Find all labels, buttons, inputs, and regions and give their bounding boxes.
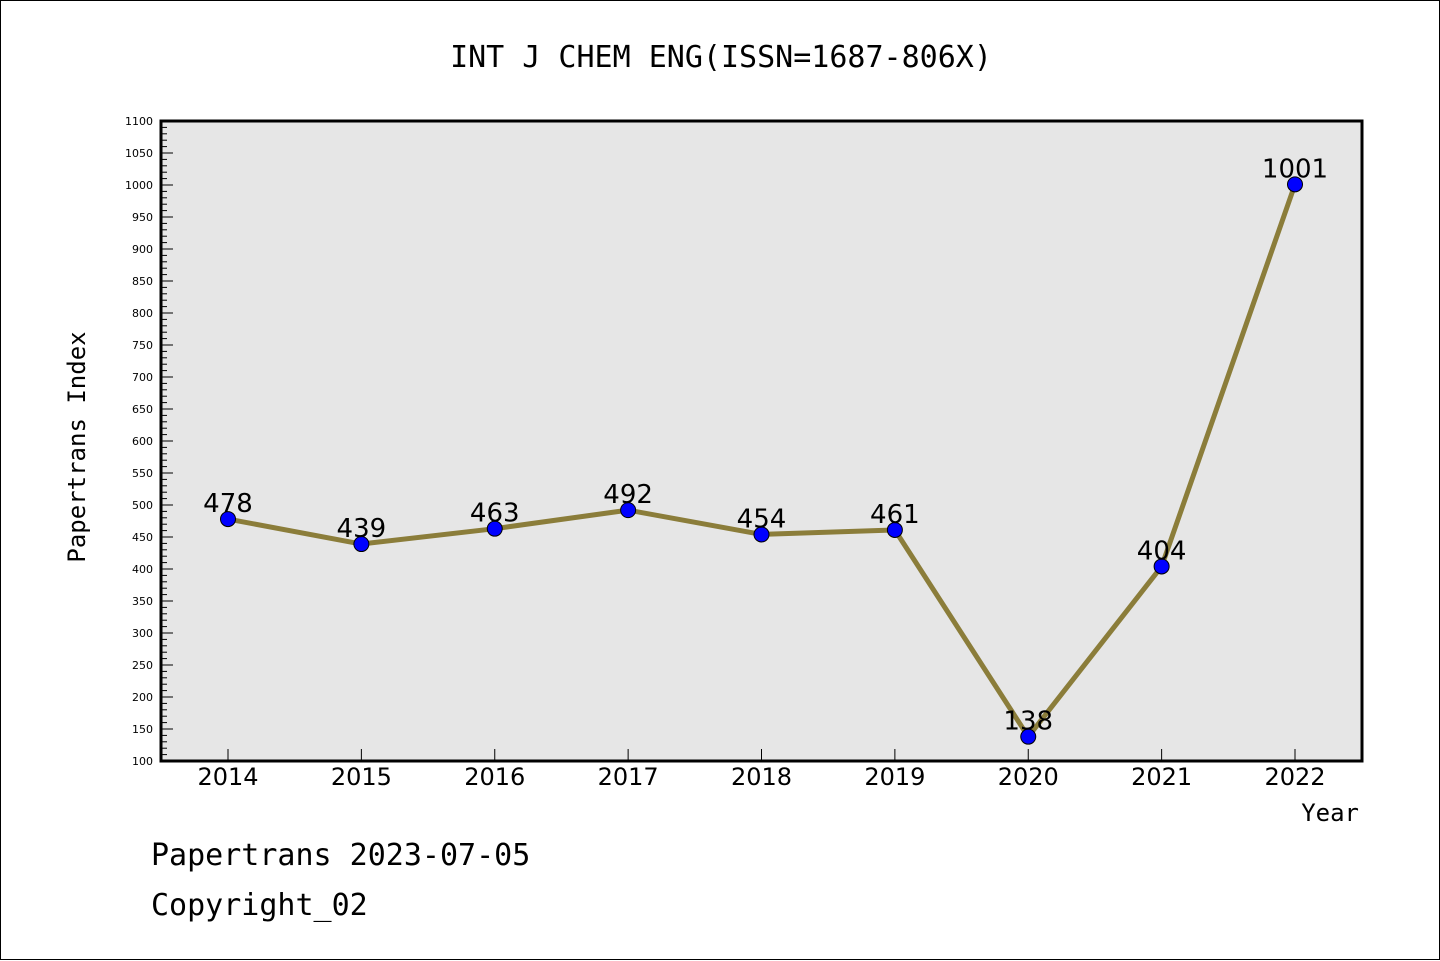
- y-tick-label: 950: [132, 211, 153, 224]
- data-label: 463: [470, 499, 520, 529]
- x-tick-label: 2020: [998, 763, 1059, 791]
- data-label: 492: [603, 480, 653, 510]
- y-tick-label: 1050: [125, 147, 153, 160]
- y-tick-label: 200: [132, 691, 153, 704]
- data-label: 439: [337, 514, 387, 544]
- y-axis: 100 150 200 250 300 350 400 450 500 550 600 650 700 7…: [125, 115, 173, 768]
- y-tick-label: 750: [132, 339, 153, 352]
- y-tick-label: 1000: [125, 179, 153, 192]
- data-point: [1153, 558, 1170, 575]
- y-tick-label: 550: [132, 467, 153, 480]
- y-tick-label: 650: [132, 403, 153, 416]
- data-point: [1020, 728, 1037, 745]
- data-label: 478: [203, 489, 253, 519]
- x-tick-label: 2016: [464, 763, 525, 791]
- footer-copyright: Copyright_02: [151, 888, 368, 923]
- x-tick-label: 2022: [1264, 763, 1325, 791]
- y-tick-label: 350: [132, 595, 153, 608]
- data-label: 1001: [1262, 154, 1328, 184]
- data-label: 404: [1137, 536, 1187, 566]
- x-tick-label: 2019: [864, 763, 925, 791]
- y-tick-label: 150: [132, 723, 153, 736]
- data-label: 138: [1003, 707, 1053, 737]
- y-tick-label: 600: [132, 435, 153, 448]
- y-tick-label: 500: [132, 499, 153, 512]
- y-tick-label: 250: [132, 659, 153, 672]
- data-point: [353, 536, 370, 553]
- y-tick-label: 800: [132, 307, 153, 320]
- y-tick-label: 850: [132, 275, 153, 288]
- x-tick-label: 2017: [598, 763, 659, 791]
- y-tick-label: 300: [132, 627, 153, 640]
- data-point: [620, 502, 637, 519]
- series-group: 478 439 463 492 454 461 138 404 1001: [203, 154, 1328, 745]
- data-point: [1287, 176, 1303, 193]
- x-tick-label: 2014: [197, 763, 258, 791]
- data-label: 454: [737, 504, 787, 534]
- y-tick-label: 450: [132, 531, 153, 544]
- footer-date: Papertrans 2023-07-05: [151, 838, 530, 873]
- x-tick-label: 2021: [1131, 763, 1192, 791]
- chart-title: INT J CHEM ENG(ISSN=1687-806X): [450, 40, 992, 75]
- y-tick-label: 400: [132, 563, 153, 576]
- data-label: 461: [870, 500, 920, 530]
- data-point: [753, 526, 770, 543]
- y-tick-label: 900: [132, 243, 153, 256]
- data-point: [886, 521, 903, 538]
- x-tick-label: 2015: [331, 763, 392, 791]
- y-tick-label: 1100: [125, 115, 153, 128]
- plot-area: [159, 119, 1364, 763]
- y-tick-label: 100: [132, 755, 153, 768]
- data-point: [486, 520, 503, 537]
- x-tick-label: 2018: [731, 763, 792, 791]
- y-axis-label: Papertrans Index: [63, 331, 91, 562]
- x-axis: 2014 2015 2016 2017 2018 2019 2020 2021 2022: [197, 749, 1326, 791]
- x-axis-label: Year: [1301, 799, 1359, 827]
- y-tick-label: 700: [132, 371, 153, 384]
- data-point: [220, 511, 236, 528]
